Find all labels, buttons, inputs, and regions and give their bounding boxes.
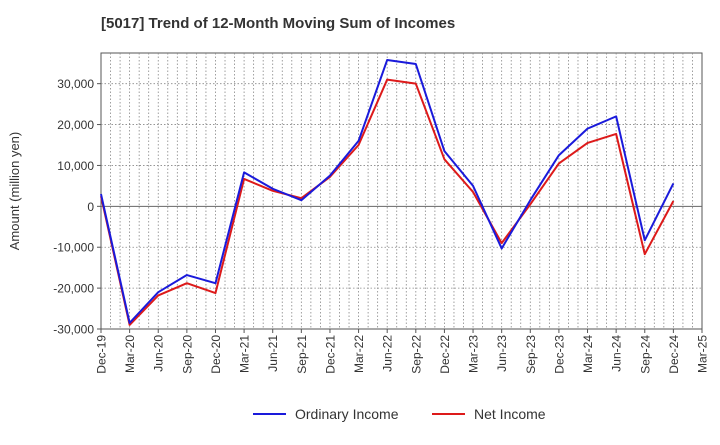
legend: Ordinary Income Net Income <box>253 406 546 422</box>
plot-area <box>100 52 703 330</box>
x-tick-label: Sep-24 <box>638 335 652 374</box>
plot-frame <box>100 52 703 330</box>
series-line-ordinary-income <box>100 58 675 324</box>
x-tick-label: Dec-23 <box>552 335 566 374</box>
y-tick-label: -20,000 <box>53 282 94 296</box>
chart-title: [5017] Trend of 12-Month Moving Sum of I… <box>101 15 456 32</box>
y-axis-label: Amount (million yen) <box>7 132 22 251</box>
x-tick-label: Dec-21 <box>323 335 337 374</box>
legend-label: Net Income <box>474 406 546 422</box>
x-axis-ticks: Dec-19 Mar-20 Jun-20 Sep-20 Dec-20 Mar-21 Jun-… <box>95 329 710 374</box>
y-tick-label: 10,000 <box>57 159 94 173</box>
x-tick-label: Mar-25 <box>696 335 710 373</box>
x-tick-label: Sep-20 <box>180 335 194 374</box>
y-tick-label: -30,000 <box>53 323 94 337</box>
y-tick-label: 0 <box>87 200 94 214</box>
x-tick-label: Jun-23 <box>495 335 509 372</box>
x-tick-label: Dec-22 <box>438 335 452 374</box>
x-tick-label: Dec-24 <box>667 335 681 374</box>
x-tick-label: Dec-20 <box>209 335 223 374</box>
x-tick-label: Jun-21 <box>266 335 280 372</box>
y-axis-ticks: -30,000 -20,000 -10,000 0 10,000 20,000 30,000 <box>53 77 101 337</box>
legend-label: Ordinary Income <box>295 406 399 422</box>
x-tick-label: Mar-21 <box>238 335 252 373</box>
y-tick-label: 20,000 <box>57 118 94 132</box>
x-tick-label: Mar-23 <box>467 335 481 373</box>
series-line-net-income <box>100 78 675 326</box>
x-tick-label: Mar-20 <box>123 335 137 373</box>
x-tick-label: Mar-24 <box>581 335 595 373</box>
y-tick-label: 30,000 <box>57 77 94 91</box>
x-tick-label: Sep-23 <box>524 335 538 374</box>
vertical-grid <box>110 53 693 329</box>
x-tick-label: Jun-24 <box>610 335 624 372</box>
x-tick-label: Jun-20 <box>152 335 166 372</box>
x-tick-label: Mar-22 <box>352 335 366 373</box>
x-tick-label: Jun-22 <box>381 335 395 372</box>
x-tick-label: Sep-22 <box>409 335 423 374</box>
y-tick-label: -10,000 <box>53 241 94 255</box>
x-tick-label: Sep-21 <box>295 335 309 374</box>
x-tick-label: Dec-19 <box>95 335 109 374</box>
series-layer <box>100 58 675 326</box>
horizontal-grid <box>101 83 702 289</box>
